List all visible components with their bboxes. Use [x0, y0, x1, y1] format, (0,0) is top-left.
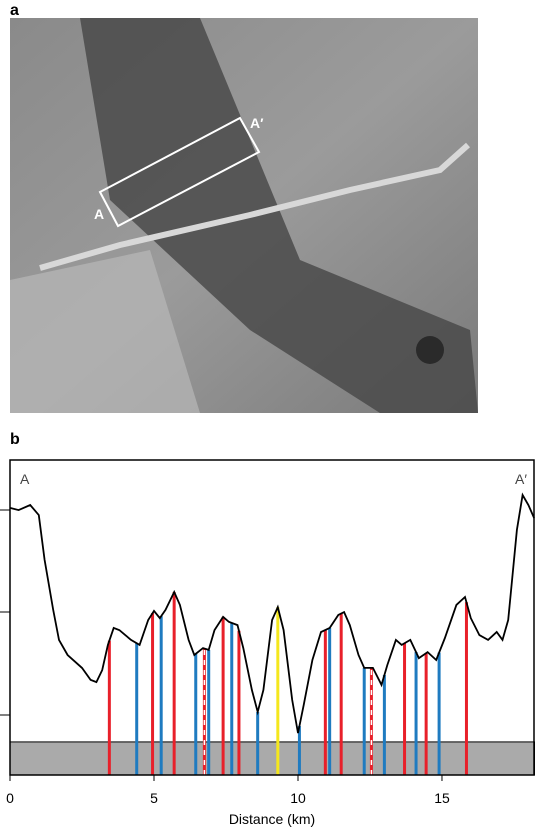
profile-line	[9, 492, 535, 734]
band	[9, 741, 535, 776]
annotation: A′	[515, 471, 527, 487]
bright-terrain	[10, 250, 200, 413]
x-tick-label: 5	[150, 790, 158, 806]
annotation: A	[20, 471, 30, 487]
point-label: A′	[250, 115, 264, 131]
point-label: A	[94, 206, 104, 222]
profile-box	[98, 116, 261, 228]
crater	[416, 336, 444, 364]
plot-frame	[9, 459, 535, 776]
x-axis-label: Distance (km)	[229, 811, 315, 827]
x-tick-label: 10	[290, 790, 306, 806]
ridge	[39, 142, 470, 271]
dark-band	[80, 18, 478, 413]
image: A A′	[10, 18, 478, 413]
x-tick-label: 0	[6, 790, 14, 806]
panel-label: a	[10, 2, 19, 19]
panel-label: b	[10, 431, 20, 448]
x-tick-label: 15	[434, 790, 450, 806]
